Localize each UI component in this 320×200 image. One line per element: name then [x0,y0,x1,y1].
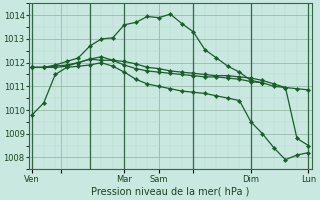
X-axis label: Pression niveau de la mer( hPa ): Pression niveau de la mer( hPa ) [91,187,250,197]
